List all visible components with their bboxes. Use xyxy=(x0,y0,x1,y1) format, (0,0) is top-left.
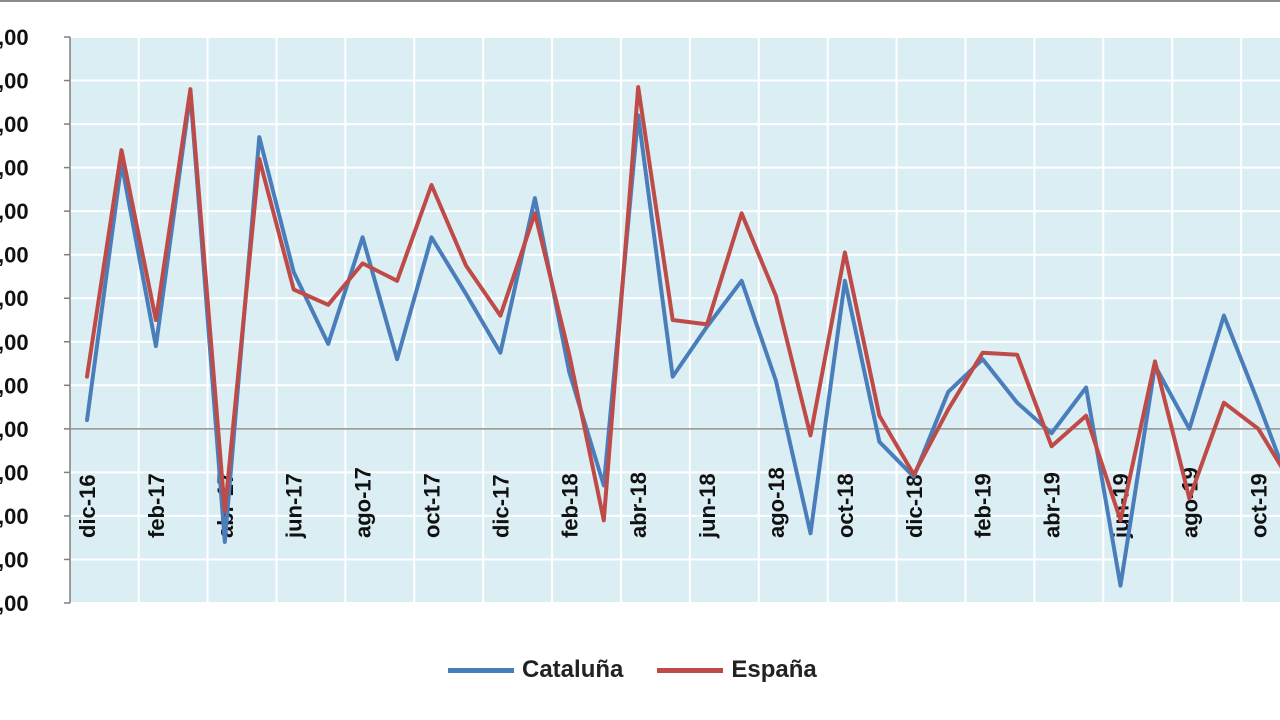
x-tick-label: oct-19 xyxy=(1246,473,1271,538)
y-tick-label: ,00 xyxy=(0,417,29,442)
top-border xyxy=(0,0,1280,2)
x-tick-label: dic-18 xyxy=(902,474,927,538)
x-tick-label: feb-18 xyxy=(557,473,582,538)
legend-swatch-espana xyxy=(657,667,724,673)
y-axis-ticks: ,00 ,00 ,00 ,00 ,00 ,00 ,00 ,00 ,00 ,00 ,00 ,00 ,00,… xyxy=(0,25,29,616)
x-tick-label: dic-17 xyxy=(488,474,513,538)
y-tick-label: ,00 xyxy=(0,504,29,529)
y-tick-label: ,00 xyxy=(0,460,29,485)
series-line-cataluna xyxy=(85,91,1280,588)
x-tick-label: ago-18 xyxy=(764,467,789,538)
x-tick-label: oct-18 xyxy=(833,473,858,538)
x-tick-label: feb-17 xyxy=(144,473,169,538)
x-tick-label: abr-19 xyxy=(1040,472,1065,538)
x-tick-label: feb-19 xyxy=(971,473,996,538)
y-tick-label: ,00 xyxy=(0,25,29,50)
legend-label-cataluna: Cataluña xyxy=(522,656,624,683)
y-tick-label: ,00 xyxy=(0,591,29,616)
y-tick-label: ,00 xyxy=(0,243,29,268)
legend-item-cataluna: Cataluña xyxy=(448,656,623,684)
y-tick-label: ,00 xyxy=(0,330,29,355)
y-tick-label: ,00 xyxy=(0,156,29,181)
y-tick-label: ,00 xyxy=(0,286,29,311)
legend-label-espana: España xyxy=(731,656,817,683)
x-tick-label: jun-18 xyxy=(695,473,720,539)
x-tick-label: ago-17 xyxy=(351,467,376,538)
y-tick-label: ,00 xyxy=(0,112,29,137)
y-tick-label: ,00 xyxy=(0,199,29,224)
series-lines xyxy=(85,85,1280,588)
series-line-espana xyxy=(85,85,1280,523)
legend: Cataluña España xyxy=(448,652,851,688)
y-tick-label: ,00 xyxy=(0,69,29,94)
x-tick-label: jun-17 xyxy=(282,473,307,539)
y-tick-label: ,00 xyxy=(0,373,29,398)
x-axis-ticks: dic-16 feb-17 abr-17 jun-17 ago-17 oct-17 dic-… xyxy=(75,467,1271,539)
legend-swatch-cataluna xyxy=(448,667,514,673)
legend-item-espana: España xyxy=(657,656,817,684)
x-tick-label: dic-16 xyxy=(75,474,100,538)
y-tick-label: ,00 xyxy=(0,547,29,572)
axes xyxy=(64,36,1280,604)
x-tick-label: abr-18 xyxy=(626,472,651,538)
x-tick-label: oct-17 xyxy=(420,473,445,538)
line-chart: ,00 ,00 ,00 ,00 ,00 ,00 ,00 ,00 ,00 ,00 ,00 ,00 ,00,… xyxy=(0,25,1280,616)
